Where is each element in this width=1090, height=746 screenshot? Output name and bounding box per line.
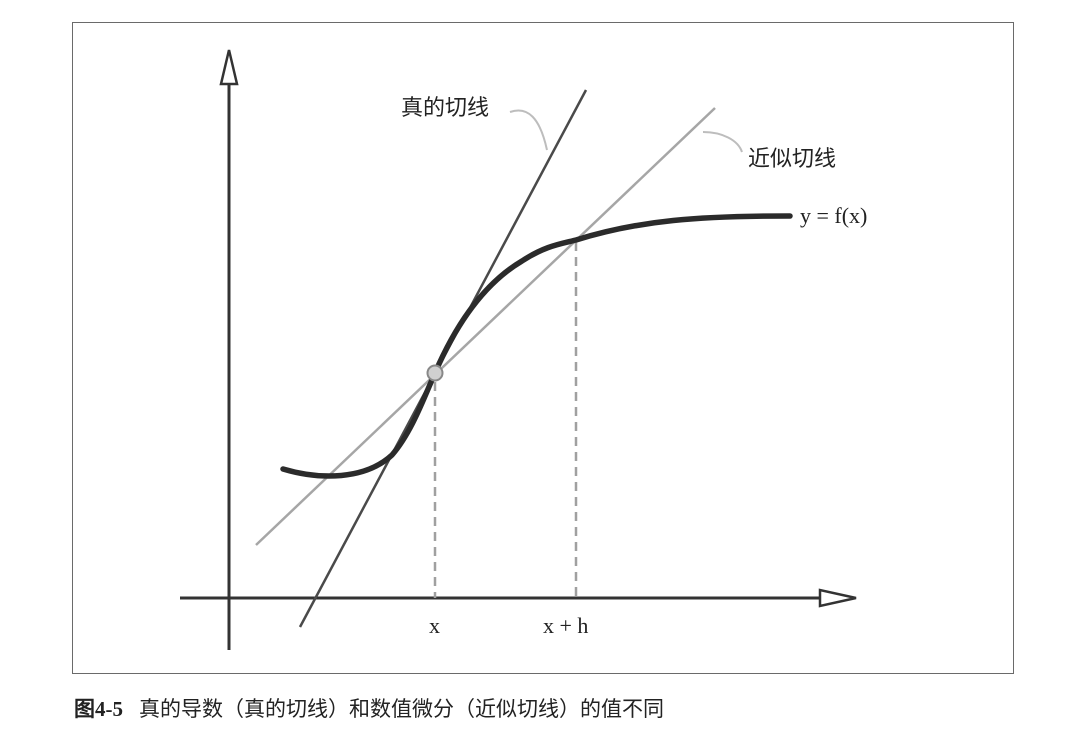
approx-tangent-leader — [702, 131, 743, 153]
y-axis-arrowhead — [219, 49, 239, 86]
approx-tangent-line — [255, 107, 716, 546]
true-tangent-leader — [509, 109, 548, 151]
function-curve — [280, 213, 793, 479]
derivative-diagram: 真的切线 近似切线 y = f(x) x x + h — [180, 49, 867, 650]
caption-text: 真的导数（真的切线）和数值微分（近似切线）的值不同 — [139, 697, 664, 721]
x-axis-arrowhead — [818, 588, 857, 608]
caption-prefix: 图 — [74, 697, 95, 721]
figure-frame — [72, 22, 1014, 674]
function-label: y = f(x) — [800, 203, 867, 228]
tangent-point — [426, 364, 444, 382]
caption-figure-number: 图4-5 — [74, 697, 123, 721]
true-tangent-label: 真的切线 — [401, 96, 489, 121]
x-plus-h-tick-label: x + h — [543, 613, 588, 638]
figure-caption: 图4-5 真的导数（真的切线）和数值微分（近似切线）的值不同 — [74, 693, 664, 723]
caption-number: 4-5 — [95, 697, 123, 721]
x-tick-label: x — [429, 613, 440, 638]
approx-tangent-label: 近似切线 — [748, 147, 836, 172]
